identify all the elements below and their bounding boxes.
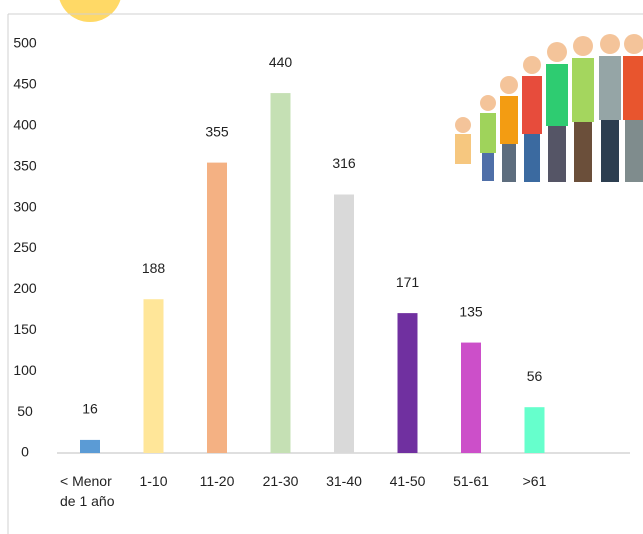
x-tick-label: >61 <box>522 473 547 489</box>
data-label: 16 <box>82 401 98 417</box>
data-label: 188 <box>142 260 166 276</box>
y-tick-label: 450 <box>13 76 37 92</box>
bar <box>143 299 164 453</box>
x-tick-label: < Menor de 1 año <box>60 473 115 509</box>
x-tick-label-box: 41-50 <box>389 473 426 489</box>
y-tick-label: 300 <box>13 198 37 214</box>
data-label: 135 <box>459 303 483 319</box>
data-label: 316 <box>332 155 356 171</box>
bar <box>207 162 227 454</box>
x-tick-label: 21-30 <box>262 473 299 489</box>
y-tick-label: 150 <box>13 321 37 337</box>
y-tick-label: 500 <box>13 35 37 51</box>
x-tick-label-box: >61 <box>522 473 547 489</box>
bar <box>397 313 418 453</box>
x-tick-label: 1-10 <box>139 473 168 489</box>
bar <box>270 93 291 453</box>
bar <box>80 439 100 453</box>
data-label: 440 <box>269 54 293 70</box>
y-tick-label: 350 <box>13 157 37 173</box>
x-tick-label-box: 51-61 <box>453 473 489 489</box>
title-icon <box>59 0 121 22</box>
y-tick-label: 250 <box>13 239 37 255</box>
x-tick-label-box: 21-30 <box>262 473 299 489</box>
x-tick-label: 51-61 <box>453 473 489 489</box>
x-tick-label: 11-20 <box>199 473 235 489</box>
x-tick-label: 31-40 <box>326 473 362 489</box>
data-label: 355 <box>205 123 229 139</box>
x-tick-label-box: < Menor de 1 año <box>60 473 115 509</box>
y-tick-label: 400 <box>13 117 37 133</box>
x-tick-label-box: 1-10 <box>139 473 168 489</box>
y-tick-label: 0 <box>21 444 29 460</box>
y-tick-label: 100 <box>13 362 37 378</box>
x-tick-label-box: 31-40 <box>326 473 362 489</box>
data-label: 171 <box>396 274 420 290</box>
x-tick-label-box: 11-20 <box>199 473 235 489</box>
illustration <box>455 34 643 182</box>
data-label: 56 <box>527 368 543 384</box>
y-tick-label: 200 <box>13 280 37 296</box>
x-tick-label: 41-50 <box>389 473 426 489</box>
y-tick-label: 50 <box>17 403 33 419</box>
bar <box>461 342 481 453</box>
bar <box>524 407 545 453</box>
bar <box>334 194 354 453</box>
